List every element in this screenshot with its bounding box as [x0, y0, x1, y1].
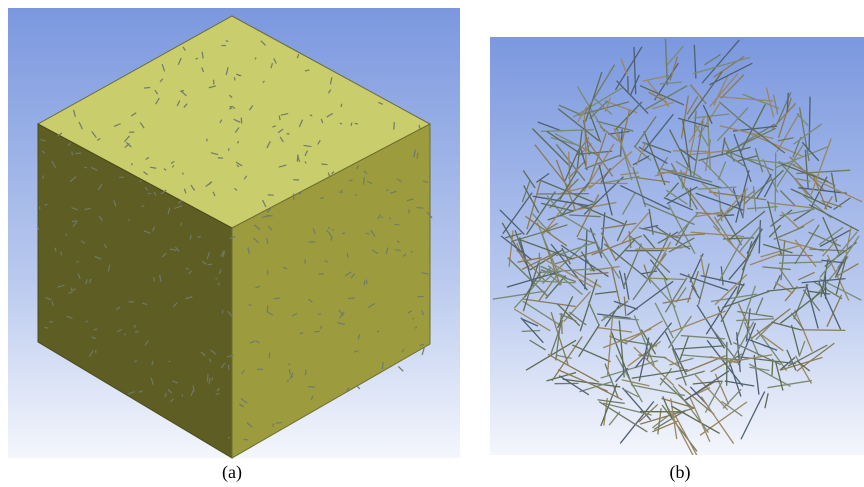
fiber: [417, 153, 418, 159]
fiber: [207, 139, 208, 142]
fiber: [240, 405, 242, 406]
fiber: [55, 248, 56, 252]
fiber: [355, 123, 358, 124]
fiber: [351, 122, 352, 125]
fiber: [409, 209, 410, 213]
fiber: [169, 361, 171, 362]
fiber: [331, 238, 332, 240]
fiber: [222, 310, 223, 314]
fiber: [72, 151, 73, 155]
fiber: [394, 122, 395, 130]
fiber: [308, 386, 316, 387]
fiber: [347, 253, 348, 258]
fiber: [348, 298, 355, 299]
fiber: [69, 292, 72, 293]
fiber: [208, 264, 212, 265]
fiber: [273, 424, 274, 427]
fiber: [417, 296, 423, 297]
fiber: [561, 316, 562, 334]
fiber: [390, 217, 391, 219]
fiber: [243, 439, 248, 440]
fiber: [291, 376, 293, 377]
fiber: [659, 172, 686, 173]
caption: (a): [222, 462, 242, 483]
fiber: [119, 177, 124, 178]
fiber: [45, 327, 49, 328]
fiber: [52, 302, 53, 307]
fiber: [75, 153, 81, 154]
fiber: [673, 151, 708, 152]
fiber: [775, 153, 776, 212]
fiber: [288, 364, 290, 365]
fiber: [341, 104, 342, 107]
fiber: [413, 318, 414, 320]
fiber: [148, 193, 151, 194]
fiber: [799, 330, 845, 331]
fiber: [416, 208, 423, 209]
fiber: [234, 77, 235, 80]
figure: (a) (b): [0, 0, 864, 487]
fiber: [84, 167, 87, 168]
fiber: [249, 305, 252, 306]
fiber: [300, 333, 304, 334]
fiber: [207, 374, 208, 381]
panel-b: [490, 37, 864, 459]
fiber: [314, 331, 319, 332]
fiber: [236, 74, 239, 75]
fiber: [198, 236, 201, 237]
fiber: [144, 87, 150, 88]
fiber: [342, 233, 345, 234]
fiber: [233, 108, 235, 109]
fiber: [349, 180, 352, 181]
fiber: [228, 365, 229, 370]
fiber: [154, 277, 155, 281]
panel-a: [8, 8, 460, 458]
fiber: [332, 230, 334, 231]
fiber: [321, 164, 327, 165]
fiber: [72, 288, 73, 293]
fiber: [76, 261, 78, 262]
caption: (b): [670, 462, 691, 483]
